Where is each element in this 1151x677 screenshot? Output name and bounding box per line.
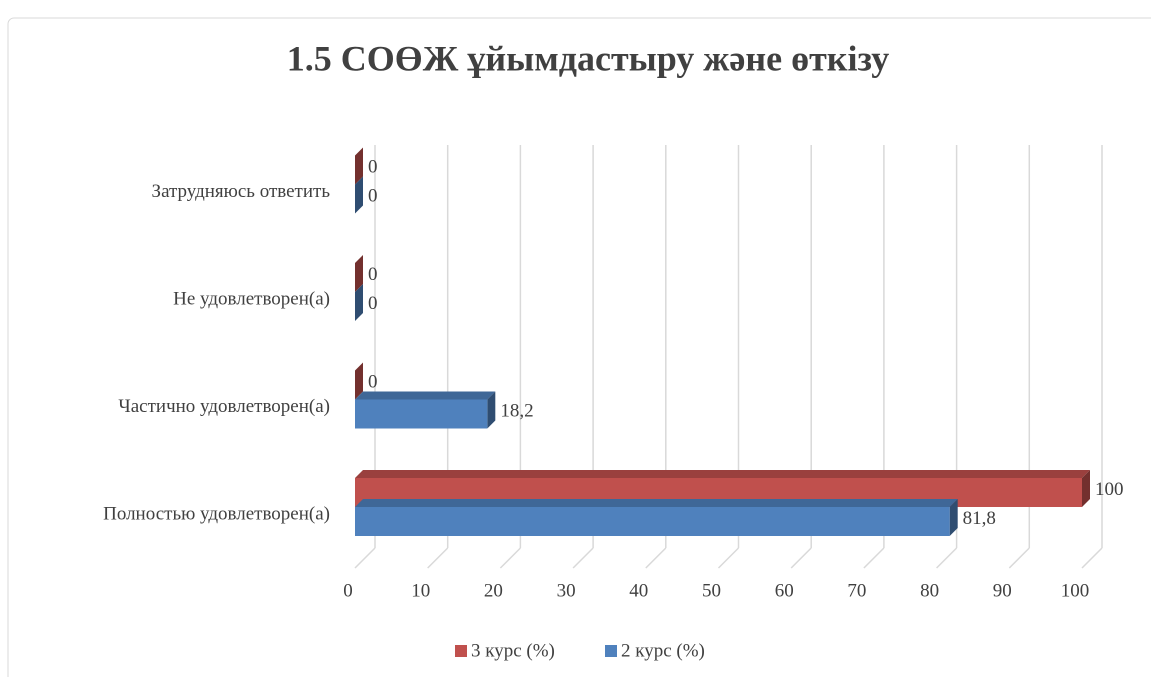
value-label: 18,2: [500, 400, 533, 421]
bar-side: [355, 255, 363, 292]
bar-top: [355, 470, 1090, 478]
x-tick-label: 70: [847, 580, 866, 601]
y-tick-label: Не удовлетворен(а): [173, 288, 330, 309]
floor-line: [863, 547, 885, 569]
bar-side: [355, 176, 363, 214]
legend-swatch: [455, 645, 467, 657]
bar: [355, 507, 950, 536]
bar-top: [355, 391, 496, 400]
floor-line: [1081, 547, 1103, 569]
x-tick-label: 50: [702, 580, 721, 601]
x-tick-label: 20: [484, 580, 503, 601]
value-label: 100: [1095, 479, 1124, 500]
floor-line: [427, 547, 449, 569]
legend-swatch: [605, 645, 617, 657]
bar-side: [355, 147, 363, 185]
value-label: 81,8: [963, 508, 996, 529]
floor-line: [936, 547, 958, 569]
bar-top: [355, 499, 958, 507]
x-tick-label: 30: [557, 580, 576, 601]
value-label: 0: [368, 156, 378, 177]
floor-line: [645, 547, 667, 569]
x-tick-label: 100: [1061, 580, 1090, 601]
y-tick-label: Частично удовлетворен(а): [118, 396, 330, 417]
floor-line: [354, 547, 376, 569]
bar: [355, 399, 488, 429]
legend-label: 3 курс (%): [471, 640, 555, 661]
value-label: 0: [368, 264, 378, 285]
legend-label: 2 курс (%): [621, 640, 705, 661]
y-tick-label: Затрудняюсь ответить: [152, 181, 331, 202]
chart-border: [7, 17, 1151, 677]
x-tick-label: 10: [411, 580, 430, 601]
floor-line: [572, 547, 594, 569]
value-label: 0: [368, 293, 378, 314]
bar-side: [355, 362, 363, 400]
bar-side: [355, 284, 363, 321]
bar-side: [949, 499, 958, 536]
chart-title: 1.5 СОӨЖ ұйымдастыру және өткізу: [287, 38, 889, 78]
x-tick-label: 80: [920, 580, 939, 601]
x-tick-label: 60: [775, 580, 794, 601]
x-tick-label: 40: [629, 580, 648, 601]
floor-line: [790, 547, 812, 569]
x-tick-label: 0: [343, 580, 353, 601]
value-label: 0: [368, 185, 378, 206]
bar-side: [487, 391, 496, 429]
bar-side: [1082, 470, 1090, 507]
floor-line: [717, 547, 740, 569]
x-tick-label: 90: [993, 580, 1012, 601]
value-label: 0: [368, 371, 378, 392]
floor-line: [1008, 547, 1030, 569]
y-tick-label: Полностью удовлетворен(а): [103, 503, 330, 524]
floor-line: [499, 547, 521, 569]
